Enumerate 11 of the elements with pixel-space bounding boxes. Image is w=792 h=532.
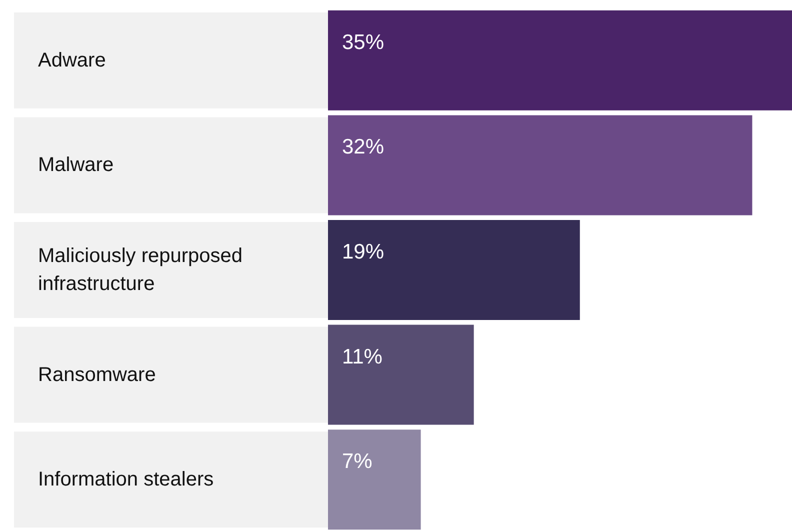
data-label: 32% (342, 136, 384, 159)
y-tick-label: Adware (38, 49, 106, 72)
y-tick-label: Ransomware (38, 364, 156, 386)
data-label: 7% (342, 450, 372, 474)
y-tick-label: Information stealers (38, 468, 214, 491)
data-label: 11% (342, 345, 382, 368)
y-tick-label: Malware (38, 154, 114, 176)
bar (328, 430, 421, 530)
data-label: 35% (342, 30, 384, 54)
data-label: 19% (342, 240, 384, 264)
y-tick-label: Maliciously repurposed infrastructure (38, 245, 248, 295)
